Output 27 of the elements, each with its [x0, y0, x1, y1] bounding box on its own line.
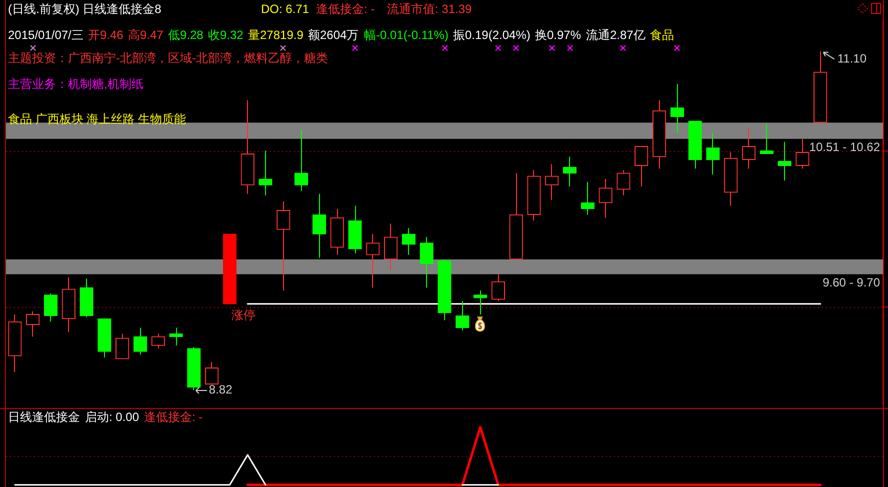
- annotation: 11.10: [837, 52, 867, 66]
- annotation: 食品: [650, 28, 674, 42]
- annotation: 8.82: [208, 382, 233, 396]
- annotation: 开9.46: [88, 28, 124, 42]
- annotation: 收9.32: [208, 28, 244, 42]
- annotation: 低9.28: [168, 28, 204, 42]
- annotation: 流通2.87亿: [586, 28, 646, 42]
- annotation: 换0.97%: [535, 28, 582, 42]
- annotation: 幅-0.01(-0.11%): [364, 28, 448, 42]
- annotation: 主题投资：广西南宁-北部湾，区域-北部湾，燃料乙醇，糖类: [8, 51, 328, 65]
- text: DO: 6.71: [261, 2, 310, 16]
- text: 流通市值: 31.39: [387, 2, 472, 16]
- text: 逢低接金: -: [144, 410, 203, 424]
- annotation: 额2604万: [308, 28, 359, 42]
- annotation: 量27819.9: [248, 28, 304, 42]
- annotation: 食品 广西板块 海上丝路 生物质能: [8, 112, 186, 126]
- annotation: 振0.19(2.04%): [453, 28, 530, 42]
- text: 启动: 0.00: [85, 410, 140, 424]
- annotation: 2015/01/07/三: [8, 28, 84, 42]
- chart-title: (日线.前复权) 日线逢低接金8: [8, 2, 162, 16]
- annotation: 涨停: [232, 308, 256, 322]
- chart-title: 日线逢低接金: [8, 410, 80, 424]
- band-label: 9.60 - 9.70: [822, 276, 880, 290]
- annotation: 主营业务：机制糖,机制纸: [8, 77, 144, 91]
- text: 逢低接金: -: [316, 2, 375, 16]
- band-label: 10.51 - 10.62: [809, 140, 880, 154]
- annotation: 高9.47: [128, 28, 164, 42]
